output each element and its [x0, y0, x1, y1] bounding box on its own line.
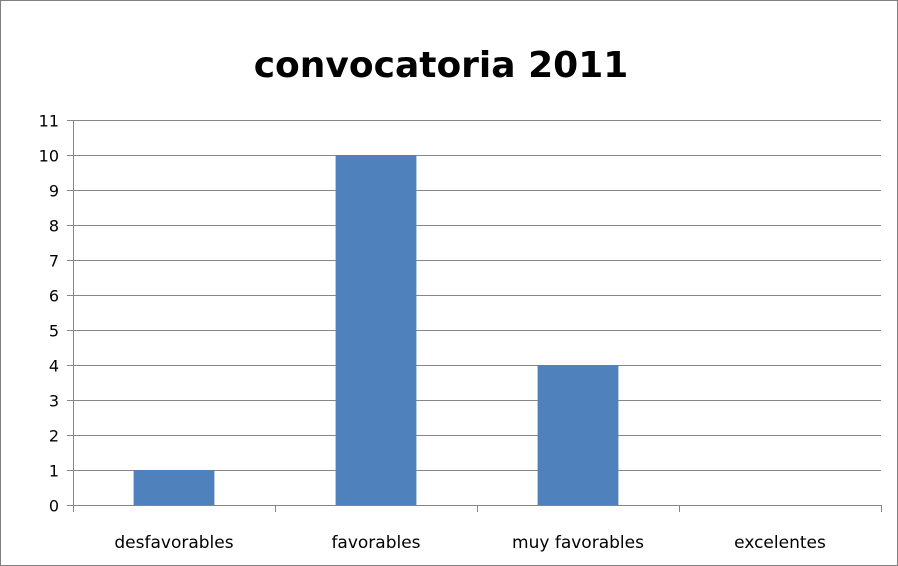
y-tick-label-6: 6 — [49, 287, 59, 306]
y-tick-label-3: 3 — [49, 392, 59, 411]
x-category-label-muy-favorables: muy favorables — [512, 533, 644, 553]
y-tick-label-4: 4 — [49, 357, 59, 376]
y-axis-tick-labels: 0 1 2 3 4 5 6 7 8 9 10 11 — [39, 112, 59, 516]
bar-muy-favorables — [537, 365, 619, 505]
y-tick-label-11: 11 — [39, 112, 59, 131]
y-tick-label-9: 9 — [49, 182, 59, 201]
axes — [67, 120, 882, 512]
bar-favorables — [335, 155, 417, 505]
gridlines — [73, 120, 881, 471]
y-tick-label-2: 2 — [49, 427, 59, 446]
y-tick-label-8: 8 — [49, 217, 59, 236]
chart-title: convocatoria 2011 — [254, 45, 629, 86]
y-tick-label-7: 7 — [49, 252, 59, 271]
bar-desfavorables — [133, 470, 215, 505]
bars — [133, 155, 619, 505]
y-tick-label-5: 5 — [49, 322, 59, 341]
x-category-label-favorables: favorables — [331, 533, 420, 553]
x-category-label-excelentes: excelentes — [734, 533, 826, 553]
x-category-label-desfavorables: desfavorables — [114, 533, 233, 553]
y-tick-label-10: 10 — [39, 147, 59, 166]
y-tick-label-0: 0 — [49, 497, 59, 516]
y-tick-label-1: 1 — [49, 462, 59, 481]
x-axis-category-labels: desfavorables favorables muy favorables exc… — [114, 533, 826, 553]
